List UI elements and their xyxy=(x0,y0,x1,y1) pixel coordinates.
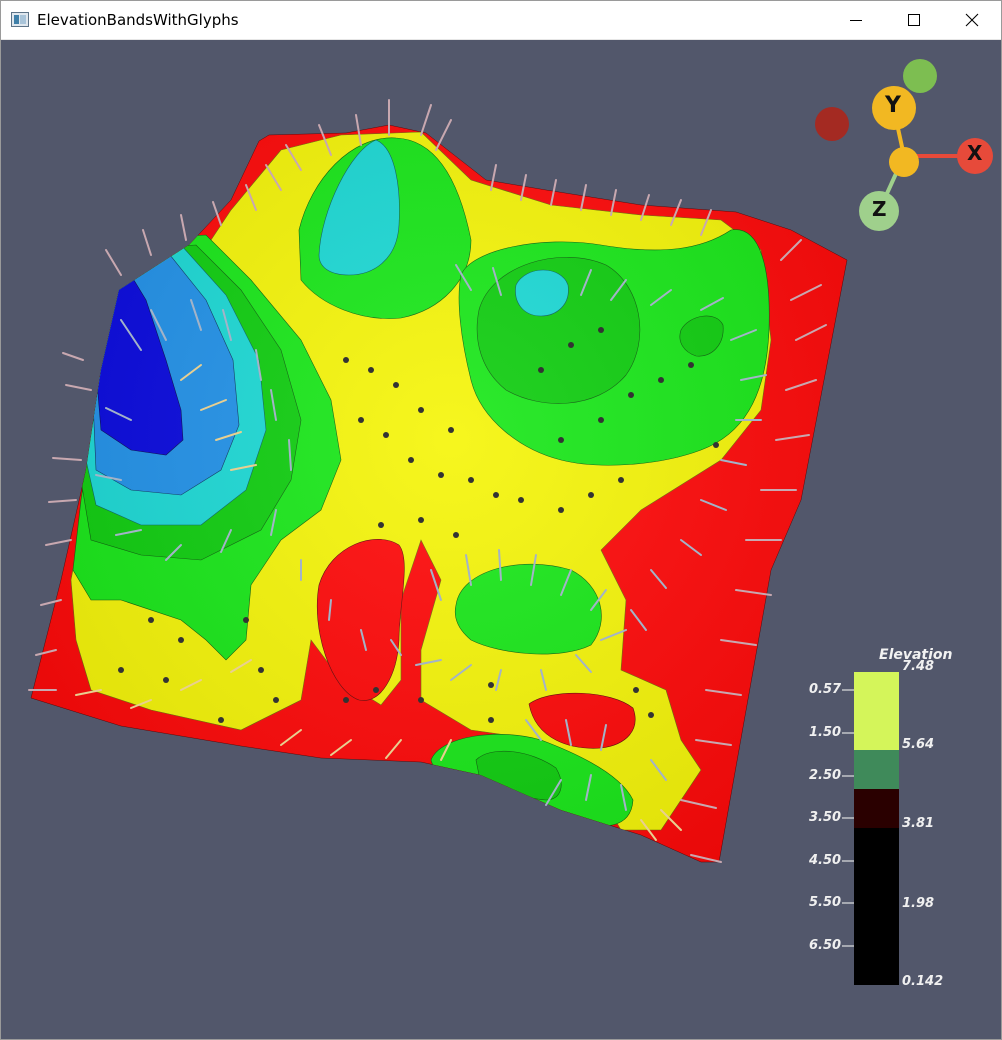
scalar-band-3 xyxy=(854,789,899,828)
center-sphere xyxy=(889,147,919,177)
x-axis-sphere xyxy=(957,138,993,174)
scalar-band-2 xyxy=(854,750,899,789)
close-button[interactable] xyxy=(943,1,1001,39)
legend-title: Elevation xyxy=(879,647,953,663)
z-axis-sphere xyxy=(859,191,899,231)
maximize-button[interactable] xyxy=(885,1,943,39)
vtk-window-icon xyxy=(11,12,29,27)
glyph-pins xyxy=(118,327,719,723)
legend-left-label-6: 5.50 xyxy=(809,895,842,910)
x-axis-label: X xyxy=(967,141,983,165)
legend-left-label-2: 1.50 xyxy=(809,725,842,740)
minimize-button[interactable] xyxy=(827,1,885,39)
window-title: ElevationBandsWithGlyphs xyxy=(37,11,239,29)
orientation-axes-widget[interactable] xyxy=(815,59,993,231)
legend-right-label-2: 5.64 xyxy=(902,737,935,752)
legend-left-label-5: 4.50 xyxy=(809,853,842,868)
z-axis-label: Z xyxy=(872,197,887,221)
minimize-icon xyxy=(850,20,862,21)
legend-right-label-3: 3.81 xyxy=(902,816,935,831)
maximize-icon xyxy=(908,14,920,26)
title-bar[interactable]: ElevationBandsWithGlyphs xyxy=(1,1,1001,40)
render-viewport[interactable]: Y X Z Elevation 7.48 5.64 3.81 1.98 0.14… xyxy=(1,40,1001,1039)
scalar-band-4 xyxy=(854,828,899,985)
neg-y-axis-sphere xyxy=(903,59,937,93)
legend-left-label-4: 3.50 xyxy=(809,810,842,825)
legend-left-label-3: 2.50 xyxy=(809,768,842,783)
y-axis-sphere xyxy=(872,86,916,130)
legend-left-label-1: 0.57 xyxy=(809,682,842,697)
legend-right-label-4: 1.98 xyxy=(902,896,935,911)
elevation-surface xyxy=(30,124,848,863)
legend-left-label-7: 6.50 xyxy=(809,938,842,953)
neg-x-axis-sphere xyxy=(815,107,849,141)
elevation-scalar-bar xyxy=(842,672,899,985)
legend-min-label: 0.142 xyxy=(902,974,944,989)
close-icon xyxy=(965,13,979,27)
legend-max-label: 7.48 xyxy=(902,659,935,674)
y-axis-label: Y xyxy=(885,93,901,118)
elevation-surface-render xyxy=(28,59,993,985)
glyph-arrows xyxy=(28,99,827,863)
scalar-band-1 xyxy=(854,672,899,750)
